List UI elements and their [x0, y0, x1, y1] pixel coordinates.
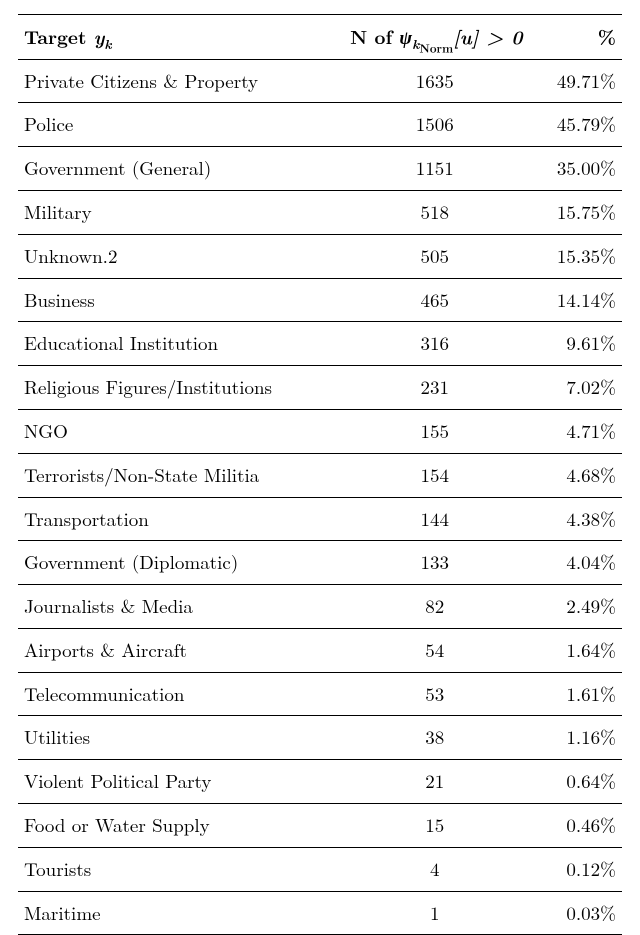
table-row: Government (Diplomatic)1334.04% [18, 541, 622, 585]
cell-pct: 0.64% [525, 760, 622, 804]
table-row: Business46514.14% [18, 278, 622, 322]
cell-pct: 14.14% [525, 278, 622, 322]
cell-pct: 1.61% [525, 672, 622, 716]
cell-n: 518 [344, 190, 525, 234]
header-n-sub: kNorm [412, 35, 453, 54]
cell-n: 505 [344, 234, 525, 278]
cell-pct: 1.16% [525, 716, 622, 760]
header-target-prefix: Target [24, 22, 94, 50]
cell-pct: 7.02% [525, 366, 622, 410]
cell-pct: 4.71% [525, 409, 622, 453]
header-n-psi: ψ [399, 22, 412, 50]
col-header-target: Target yk [18, 15, 344, 60]
cell-pct: 4.04% [525, 541, 622, 585]
table-row: Telecommunication531.61% [18, 672, 622, 716]
cell-n: 154 [344, 453, 525, 497]
col-header-n: N of ψkNorm[u] > 0 [344, 15, 525, 60]
cell-n: 155 [344, 409, 525, 453]
cell-pct: 2.49% [525, 585, 622, 629]
cell-target: Transportation [18, 497, 344, 541]
cell-n: 316 [344, 322, 525, 366]
cell-target: Unknown.2 [18, 234, 344, 278]
header-n-sub-norm: Norm [419, 41, 453, 57]
cell-pct: 15.35% [525, 234, 622, 278]
cell-pct: 4.38% [525, 497, 622, 541]
cell-n: 21 [344, 760, 525, 804]
header-n-bracket: [u] > 0 [453, 22, 522, 50]
table-row: Violent Political Party210.64% [18, 760, 622, 804]
table-body: Private Citizens & Property163549.71%Pol… [18, 59, 622, 935]
table-row: Educational Institution3169.61% [18, 322, 622, 366]
cell-target: Military [18, 190, 344, 234]
cell-target: Airports & Aircraft [18, 628, 344, 672]
cell-target: Telecommunication [18, 672, 344, 716]
cell-pct: 45.79% [525, 103, 622, 147]
cell-pct: 0.03% [525, 891, 622, 935]
table-row: NGO1554.71% [18, 409, 622, 453]
cell-target: Police [18, 103, 344, 147]
table-row: Military51815.75% [18, 190, 622, 234]
table-row: Tourists40.12% [18, 847, 622, 891]
table-row: Government (General)115135.00% [18, 147, 622, 191]
cell-n: 465 [344, 278, 525, 322]
table-row: Transportation1444.38% [18, 497, 622, 541]
cell-pct: 0.12% [525, 847, 622, 891]
table-row: Religious Figures/Institutions2317.02% [18, 366, 622, 410]
data-table: Target yk N of ψkNorm[u] > 0 % Private C… [18, 14, 622, 935]
table-row: Journalists & Media822.49% [18, 585, 622, 629]
cell-target: Journalists & Media [18, 585, 344, 629]
cell-pct: 49.71% [525, 59, 622, 103]
table-row: Utilities381.16% [18, 716, 622, 760]
cell-n: 1506 [344, 103, 525, 147]
cell-n: 231 [344, 366, 525, 410]
cell-target: Terrorists/Non-State Militia [18, 453, 344, 497]
cell-pct: 4.68% [525, 453, 622, 497]
table-row: Private Citizens & Property163549.71% [18, 59, 622, 103]
cell-target: Food or Water Supply [18, 804, 344, 848]
cell-target: NGO [18, 409, 344, 453]
cell-n: 133 [344, 541, 525, 585]
cell-pct: 1.64% [525, 628, 622, 672]
header-target-sub: k [104, 34, 111, 54]
cell-pct: 0.46% [525, 804, 622, 848]
header-n-prefix: N of [350, 22, 399, 50]
cell-n: 54 [344, 628, 525, 672]
cell-n: 38 [344, 716, 525, 760]
table-row: Unknown.250515.35% [18, 234, 622, 278]
cell-target: Maritime [18, 891, 344, 935]
cell-n: 1 [344, 891, 525, 935]
cell-n: 53 [344, 672, 525, 716]
cell-target: Business [18, 278, 344, 322]
cell-n: 82 [344, 585, 525, 629]
cell-target: Private Citizens & Property [18, 59, 344, 103]
cell-n: 4 [344, 847, 525, 891]
col-header-pct: % [525, 15, 622, 60]
cell-pct: 35.00% [525, 147, 622, 191]
cell-target: Tourists [18, 847, 344, 891]
header-target-var: y [94, 22, 105, 50]
table-row: Terrorists/Non-State Militia1544.68% [18, 453, 622, 497]
cell-pct: 15.75% [525, 190, 622, 234]
table-row: Food or Water Supply150.46% [18, 804, 622, 848]
cell-n: 1151 [344, 147, 525, 191]
cell-target: Educational Institution [18, 322, 344, 366]
table-row: Police150645.79% [18, 103, 622, 147]
cell-target: Government (General) [18, 147, 344, 191]
cell-target: Violent Political Party [18, 760, 344, 804]
cell-n: 144 [344, 497, 525, 541]
cell-target: Government (Diplomatic) [18, 541, 344, 585]
cell-pct: 9.61% [525, 322, 622, 366]
cell-target: Religious Figures/Institutions [18, 366, 344, 410]
table-header-row: Target yk N of ψkNorm[u] > 0 % [18, 15, 622, 60]
table-row: Airports & Aircraft541.64% [18, 628, 622, 672]
cell-n: 15 [344, 804, 525, 848]
cell-n: 1635 [344, 59, 525, 103]
table-row: Maritime10.03% [18, 891, 622, 935]
cell-target: Utilities [18, 716, 344, 760]
